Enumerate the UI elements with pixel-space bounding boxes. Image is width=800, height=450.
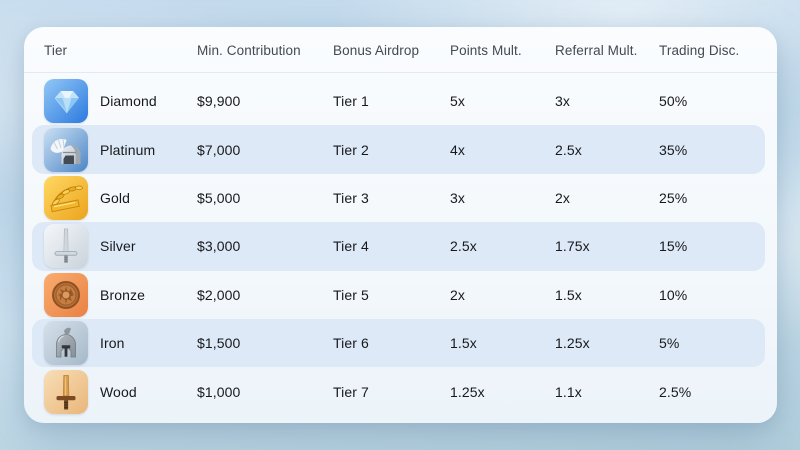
bonus-airdrop-cell: Tier 7 — [333, 383, 369, 400]
trading-disc-cell: 2.5% — [659, 383, 692, 400]
column-header-tier: Tier — [44, 42, 68, 58]
points-mult-cell: 2x — [450, 286, 465, 303]
tier-cell: Iron — [44, 321, 197, 366]
trading-disc-cell: 5% — [659, 335, 680, 352]
referral-mult-cell: 2x — [555, 189, 570, 206]
column-header-referral_mult: Referral Mult. — [555, 42, 638, 58]
points-mult-cell: 5x — [450, 93, 465, 110]
points-mult-cell: 4x — [450, 141, 465, 158]
min-contribution-cell: $7,000 — [197, 141, 241, 158]
points-mult-cell: 1.5x — [450, 335, 477, 352]
min-contribution-cell: $2,000 — [197, 286, 241, 303]
min-contribution-cell: $3,000 — [197, 238, 241, 255]
bonus-airdrop-cell: Tier 5 — [333, 286, 369, 303]
trading-disc-cell: 50% — [659, 93, 688, 110]
tier-name: Bronze — [100, 286, 145, 303]
referral-mult-cell: 1.5x — [555, 286, 582, 303]
trading-disc-cell: 35% — [659, 141, 688, 158]
tier-cell: Wood — [44, 369, 197, 414]
trading-disc-cell: 15% — [659, 238, 688, 255]
table-row-iron: Iron $1,500 Tier 6 1.5x 1.25x 5% — [32, 318, 765, 368]
tier-name: Wood — [100, 383, 137, 400]
points-mult-cell: 2.5x — [450, 238, 477, 255]
min-contribution-cell: $5,000 — [197, 189, 241, 206]
tier-cell: Platinum — [44, 127, 197, 172]
gold-laurel-icon — [44, 175, 88, 220]
table-body: Diamond $9,900 Tier 1 5x 3x 50% Platinum $7,00… — [24, 73, 777, 424]
tier-name: Silver — [100, 238, 136, 255]
tier-name: Diamond — [100, 93, 157, 110]
wood-sword-icon — [44, 369, 88, 414]
bonus-airdrop-cell: Tier 4 — [333, 238, 369, 255]
trading-disc-cell: 25% — [659, 189, 688, 206]
column-header-bonus_airdrop: Bonus Airdrop — [333, 42, 420, 58]
tier-cell: Gold — [44, 175, 197, 220]
iron-helmet-icon — [44, 321, 88, 366]
referral-mult-cell: 2.5x — [555, 141, 582, 158]
points-mult-cell: 1.25x — [450, 383, 485, 400]
table-row-gold: Gold $5,000 Tier 3 3x 2x 25% — [32, 174, 765, 222]
tier-cell: Diamond — [44, 79, 197, 124]
bonus-airdrop-cell: Tier 1 — [333, 93, 369, 110]
bonus-airdrop-cell: Tier 6 — [333, 335, 369, 352]
tier-table-card: Tier Min. Contribution Bonus Airdrop Points… — [24, 27, 777, 423]
tier-name: Platinum — [100, 141, 156, 158]
table-row-diamond: Diamond $9,900 Tier 1 5x 3x 50% — [32, 77, 765, 125]
table-row-silver: Silver $3,000 Tier 4 2.5x 1.75x 15% — [32, 222, 765, 271]
referral-mult-cell: 3x — [555, 93, 570, 110]
diamond-icon — [44, 79, 88, 124]
tier-cell: Bronze — [44, 272, 197, 317]
silver-sword-icon — [44, 224, 88, 269]
min-contribution-cell: $1,000 — [197, 383, 241, 400]
points-mult-cell: 3x — [450, 189, 465, 206]
referral-mult-cell: 1.75x — [555, 238, 590, 255]
table-header-row: Tier Min. Contribution Bonus Airdrop Points… — [24, 28, 777, 73]
trading-disc-cell: 10% — [659, 286, 688, 303]
bonus-airdrop-cell: Tier 3 — [333, 189, 369, 206]
column-header-points_mult: Points Mult. — [450, 42, 522, 58]
tier-name: Gold — [100, 189, 130, 206]
referral-mult-cell: 1.1x — [555, 383, 582, 400]
table-row-platinum: Platinum $7,000 Tier 2 4x 2.5x 35% — [32, 125, 765, 174]
platinum-helmet-icon — [44, 127, 88, 172]
table-row-bronze: Bronze $2,000 Tier 5 2x 1.5x 10% — [32, 271, 765, 319]
min-contribution-cell: $1,500 — [197, 335, 241, 352]
table-row-wood: Wood $1,000 Tier 7 1.25x 1.1x 2.5% — [32, 367, 765, 415]
referral-mult-cell: 1.25x — [555, 335, 590, 352]
tier-cell: Silver — [44, 224, 197, 269]
tier-name: Iron — [100, 335, 125, 352]
min-contribution-cell: $9,900 — [197, 93, 241, 110]
bonus-airdrop-cell: Tier 2 — [333, 141, 369, 158]
column-header-trading_disc: Trading Disc. — [659, 42, 740, 58]
bronze-shield-icon — [44, 272, 88, 317]
column-header-min_contribution: Min. Contribution — [197, 42, 301, 58]
